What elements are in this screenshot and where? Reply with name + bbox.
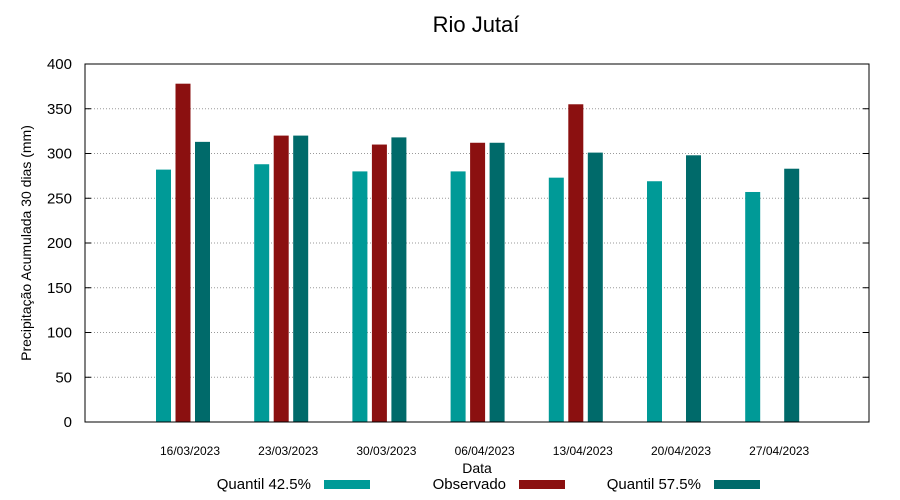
y-tick-label: 50 (55, 369, 72, 386)
legend: Quantil 42.5% Observado Quantil 57.5% (217, 476, 760, 493)
bar (352, 171, 368, 422)
x-axis-ticks: 16/03/2023 23/03/2023 30/03/2023 06/04/2023… (160, 444, 810, 458)
y-tick-label: 0 (64, 414, 72, 431)
bar (156, 169, 171, 422)
x-axis-label: Data (462, 460, 492, 476)
bar (548, 177, 564, 422)
legend-swatch (324, 480, 370, 489)
bar (647, 181, 662, 422)
bar (587, 152, 603, 423)
x-tick-label: 20/04/2023 (651, 444, 711, 458)
x-tick-label: 06/04/2023 (455, 444, 515, 458)
bar (293, 135, 309, 422)
bars (156, 83, 800, 423)
y-tick-label: 150 (47, 280, 72, 297)
legend-label: Quantil 57.5% (607, 476, 701, 493)
y-tick-label: 400 (47, 56, 72, 73)
bar (254, 164, 270, 423)
legend-swatch (714, 480, 760, 489)
bar (273, 135, 289, 422)
x-tick-label: 16/03/2023 (160, 444, 220, 458)
bar (745, 191, 761, 422)
plot-frame (84, 63, 870, 423)
x-tick-label: 30/03/2023 (356, 444, 416, 458)
bar (371, 144, 387, 423)
bar (195, 141, 210, 423)
chart-title: Rio Jutaí (433, 12, 520, 37)
y-tick-label: 250 (47, 190, 72, 207)
x-tick-label: 23/03/2023 (258, 444, 318, 458)
x-tick-label: 13/04/2023 (553, 444, 613, 458)
legend-label: Quantil 42.5% (217, 476, 311, 493)
y-tick-label: 200 (47, 235, 72, 252)
bar (784, 168, 800, 422)
legend-swatch (519, 480, 565, 489)
legend-label: Observado (433, 476, 506, 493)
bar (450, 171, 466, 422)
x-tick-label: 27/04/2023 (749, 444, 809, 458)
bar (391, 137, 407, 422)
bar (470, 142, 486, 422)
y-tick-label: 100 (47, 325, 72, 342)
bar (175, 83, 191, 422)
y-tick-label: 300 (47, 146, 72, 163)
y-axis-label: Precipitação Acumulada 30 dias (mm) (18, 125, 34, 361)
bar (686, 155, 701, 423)
bar (489, 142, 505, 422)
y-tick-label: 350 (47, 101, 72, 118)
y-axis-ticks: 0 50 100 150 200 250 300 350 400 (47, 56, 869, 431)
bar (568, 104, 584, 423)
